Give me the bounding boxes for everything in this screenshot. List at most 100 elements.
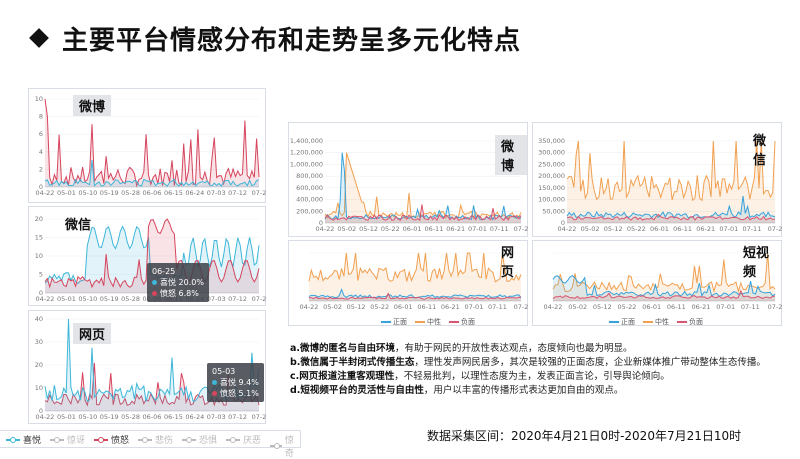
legend-label: 愤怒 [111,436,130,446]
legend-label: 恐惧 [199,436,218,446]
legend-swatch-icon [138,436,152,443]
positive-series-line-area [325,152,521,223]
x-tick-label: 06-11 [424,225,443,233]
legend-item[interactable]: 负面 [677,317,703,327]
x-tick-label: 07-2 [252,413,267,421]
legend-item[interactable]: 恐惧 [182,433,217,446]
legend-label: 悲伤 [155,436,174,446]
y-tick-label: 250,000 [538,160,565,168]
chart-label: 网页 [501,246,515,280]
x-tick-label: 05-02 [323,303,342,311]
x-tick-label: 06-11 [667,303,686,311]
neutral-series-line [552,252,776,294]
y-tick-label: 600,000 [296,184,323,192]
neutral-series-line-area [553,253,775,301]
mid-chart-web[interactable]: 04-22 05-02 05-12 05-22 06-01 06-11 06-21 07-01… [288,240,528,326]
x-tick-label: 05-19 [100,189,119,197]
x-tick-label: 06-11 [673,225,692,233]
y-tick-label: 20 [35,361,43,369]
x-tick-label: 05-01 [57,189,76,197]
left-chart-web[interactable]: 40 30 20 10 0 04-22 05-01 05-10 05-19 05-28 06-06 0… [28,310,266,424]
analysis-notes: a.微博的匿名与自由环境，有助于网民的开放性表达观点，态度倾向也最为明显。 b.… [290,342,790,398]
angry-series-line [44,362,260,407]
chart-label: 短视频 [743,246,770,280]
legend-label: 正面 [621,318,635,326]
y-tick-label: 40 [35,315,43,323]
angry-series-line [44,218,260,289]
legend-label: 正面 [393,318,407,326]
x-tick-label: 07-11 [490,225,509,233]
legend-label: 中性 [655,318,669,326]
legend-swatch-icon [182,436,196,443]
positive-series-line [552,274,776,298]
x-tick-label: 05-02 [337,225,356,233]
legend-item[interactable]: 愤怒 [94,433,129,446]
x-tick-label: 05-12 [593,303,612,311]
data-range-footer: 数据采集区间：2020年4月21日0时-2020年7月21日10时 [427,429,742,443]
y-tick-label: 1,000,000 [290,160,323,168]
legend-item[interactable]: 悲伤 [138,433,173,446]
legend-swatch-icon [381,321,391,323]
x-tick-label: 07-12 [228,189,247,197]
left-chart-weixin[interactable]: 2015105004-2205-0105-1005-1905-2806-0606… [28,206,266,306]
x-tick-label: 05-01 [57,295,76,303]
legend-item[interactable]: 喜悦 [6,433,41,446]
y-tick-label: 10 [35,252,43,260]
mid-chart-weibo[interactable]: 1,400,000 1,200,000 1,000,000 800,000 600,00… [288,122,528,237]
y-tick-label: 15 [35,234,43,242]
negative-series-line-area [567,214,775,223]
chart-tooltip: 06-25 喜悦 20.0% 愤怒 6.8% [147,263,209,302]
x-tick-label: 05-02 [568,303,587,311]
x-tick-label: 05-22 [370,303,389,311]
y-tick-label: 1,200,000 [290,149,323,157]
legend-item[interactable]: 中性 [415,317,441,327]
y-tick-label: 400,000 [296,196,323,204]
x-tick-label: 06-15 [164,413,183,421]
neutral-series-line [324,152,522,220]
y-tick-label: 150,000 [538,184,565,192]
legend-item[interactable]: 惊讶 [50,433,85,446]
y-tick-label: 10 [35,384,43,392]
legend-swatch-icon [609,321,619,323]
x-tick-label: 06-01 [642,303,661,311]
y-tick-label: 30 [35,338,43,346]
legend-swatch-icon [6,436,20,443]
y-tick-label: 200,000 [538,172,565,180]
x-tick-label: 06-24 [185,413,204,421]
note-d: d.短视频平台的灵活性与自由性，用户以丰富的传播形式表达更加自由的观点。 [290,385,624,396]
neutral-series-line [566,140,776,202]
tooltip-joy: 喜悦 9.4% [220,378,259,387]
legend-label: 惊讶 [67,436,86,446]
mid-chart-shortvideo[interactable]: 04-22 05-02 05-12 05-22 06-01 06-11 06-21 07-01… [532,240,782,326]
x-tick-label: 06-01 [650,225,669,233]
legend-item[interactable]: 惊奇 [270,433,300,459]
x-tick-label: 06-01 [394,303,413,311]
chart-label: 微信 [65,218,92,233]
x-tick-label: 07-01 [716,303,735,311]
legend-swatch-icon [50,436,64,443]
y-tick-label: 50,000 [542,207,565,215]
legend-item[interactable]: 正面 [609,317,635,327]
neutral-series-line [308,252,522,283]
x-tick-label: 04-22 [544,303,563,311]
left-chart-weibo[interactable]: 10 8 6 4 2 0 04-22 05-01 05-10 05-19 05-28 06-06 06-… [28,88,266,203]
y-tick-label: 0 [39,183,43,191]
legend-item[interactable]: 正面 [381,317,407,327]
tooltip-angry: 愤怒 6.8% [160,289,199,298]
x-tick-label: 05-10 [78,189,97,197]
x-tick-label: 05-10 [78,295,97,303]
x-tick-label: 06-15 [164,189,183,197]
x-tick-label: 07-2 [768,303,783,311]
legend-item[interactable]: 中性 [643,317,669,327]
legend-label: 喜悦 [23,436,42,446]
y-tick-label: 200,000 [296,207,323,215]
legend-item[interactable]: 负面 [449,317,475,327]
legend-label: 惊奇 [284,436,294,459]
sentiment-legend: 正面 中性 负面 [381,317,475,327]
negative-series-line-area [309,293,521,301]
y-tick-label: 100,000 [538,196,565,204]
legend-label: 中性 [427,318,441,326]
sentiment-legend: 正面 中性 负面 [609,317,703,327]
legend-item[interactable]: 厌恶 [226,433,261,446]
mid-chart-weixin[interactable]: 350,000 300,000 250,000 200,000 150,000 100,0… [532,122,782,237]
